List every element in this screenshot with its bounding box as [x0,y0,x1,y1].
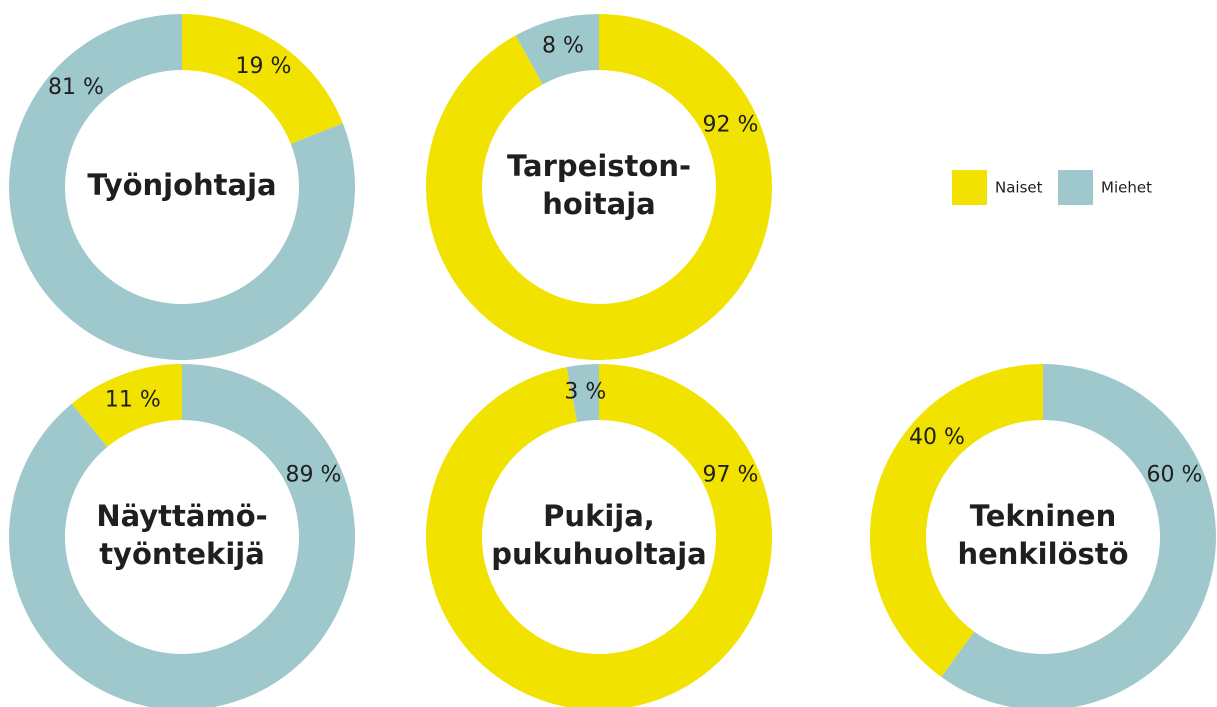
donut-segment [8,364,355,707]
donut-segment [425,364,772,707]
donut-title: Näyttämö- [96,499,267,533]
legend-swatch [1058,170,1093,205]
value-label: 19 % [236,54,292,79]
value-label: 81 % [48,75,104,100]
legend-swatch [952,170,987,205]
donut-title: Tarpeiston- [507,149,691,183]
value-label: 89 % [285,463,341,488]
value-label: 60 % [1146,463,1202,488]
donut-title: pukuhuoltaja [491,537,706,571]
donut: 97 % 3 % Pukija, pukuhuoltaja [425,364,772,707]
donut: 19 % 81 % Työnjohtaja [8,14,355,361]
donut-segment [941,364,1216,707]
value-label: 92 % [702,113,758,138]
value-label: 40 % [909,425,965,450]
legend-label: Miehet [1101,179,1152,197]
donut: 92 % 8 % Tarpeiston-hoitaja [426,14,773,360]
donut-title: Työnjohtaja [87,168,276,202]
donut-segment [515,14,599,85]
donut-segment [870,364,1043,677]
donut-segment [71,364,182,447]
donut-segment [426,14,773,360]
donut-segment [182,14,343,144]
value-label: 3 % [564,380,606,405]
donut-segment [8,14,355,361]
donut-title: työntekijä [99,537,265,571]
legend-label: Naiset [995,179,1043,197]
donut-title: henkilöstö [957,537,1128,571]
value-label: 11 % [105,388,161,413]
value-label: 97 % [702,463,758,488]
donut: 40 % 60 % Tekninen henkilöstö [870,364,1216,707]
donut-title: Tekninen [970,499,1116,533]
value-label: 8 % [542,34,584,59]
donut-title: hoitaja [542,187,655,221]
donut-segment [566,364,599,423]
donut: 11 % 89 % Näyttämö-työntekijä [8,364,355,707]
donut-title: Pukija, [543,499,655,533]
